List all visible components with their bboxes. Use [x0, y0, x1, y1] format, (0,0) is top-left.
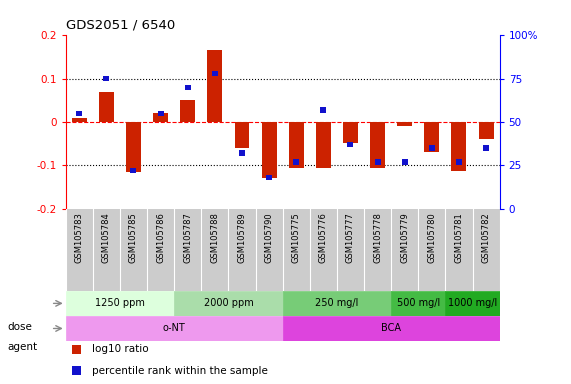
Bar: [429, 145, 435, 151]
Bar: [452, 122, 467, 170]
Bar: [212, 71, 218, 76]
Bar: [293, 159, 299, 165]
Bar: [239, 151, 245, 156]
Bar: [370, 122, 385, 167]
Text: log10 ratio: log10 ratio: [92, 344, 148, 354]
Bar: [131, 168, 136, 174]
Bar: [478, 122, 493, 139]
Bar: [316, 122, 331, 167]
Text: 250 mg/l: 250 mg/l: [315, 298, 359, 308]
Bar: [343, 122, 358, 143]
Bar: [153, 113, 168, 122]
Bar: [103, 76, 109, 81]
Bar: [375, 159, 380, 165]
Text: GSM105789: GSM105789: [238, 212, 247, 263]
Bar: [158, 111, 163, 116]
Bar: [72, 366, 81, 375]
Bar: [77, 111, 82, 116]
Text: 1250 ppm: 1250 ppm: [95, 298, 145, 308]
Text: agent: agent: [7, 342, 38, 352]
Text: dose: dose: [7, 322, 33, 332]
Text: GSM105776: GSM105776: [319, 212, 328, 263]
Bar: [445, 291, 500, 316]
Text: o-NT: o-NT: [163, 323, 186, 333]
Bar: [348, 142, 353, 147]
Text: GSM105777: GSM105777: [346, 212, 355, 263]
Bar: [320, 107, 326, 113]
Bar: [72, 345, 81, 354]
Text: GSM105787: GSM105787: [183, 212, 192, 263]
Bar: [391, 291, 445, 316]
Bar: [483, 145, 489, 151]
Text: GSM105782: GSM105782: [481, 212, 490, 263]
Bar: [126, 122, 141, 172]
Text: BCA: BCA: [381, 323, 401, 333]
Text: 500 mg/l: 500 mg/l: [397, 298, 440, 308]
Bar: [99, 92, 114, 122]
Bar: [207, 51, 222, 122]
Bar: [262, 122, 276, 178]
Text: GSM105785: GSM105785: [129, 212, 138, 263]
Text: GSM105778: GSM105778: [373, 212, 382, 263]
Text: GSM105780: GSM105780: [427, 212, 436, 263]
Text: GSM105779: GSM105779: [400, 212, 409, 263]
Bar: [180, 100, 195, 122]
Text: GSM105775: GSM105775: [292, 212, 301, 263]
Text: GSM105790: GSM105790: [264, 212, 274, 263]
Bar: [185, 84, 191, 90]
Text: GSM105784: GSM105784: [102, 212, 111, 263]
Bar: [66, 316, 283, 341]
Bar: [283, 291, 391, 316]
Text: 2000 ppm: 2000 ppm: [203, 298, 254, 308]
Bar: [402, 159, 408, 165]
Bar: [174, 291, 283, 316]
Bar: [283, 316, 500, 341]
Bar: [424, 122, 439, 152]
Bar: [456, 159, 462, 165]
Bar: [66, 291, 174, 316]
Text: percentile rank within the sample: percentile rank within the sample: [92, 366, 268, 376]
Text: GDS2051 / 6540: GDS2051 / 6540: [66, 18, 175, 31]
Bar: [235, 122, 250, 148]
Text: GSM105786: GSM105786: [156, 212, 165, 263]
Bar: [397, 122, 412, 126]
Bar: [289, 122, 304, 167]
Text: GSM105781: GSM105781: [455, 212, 464, 263]
Text: 1000 mg/l: 1000 mg/l: [448, 298, 497, 308]
Text: GSM105783: GSM105783: [75, 212, 84, 263]
Bar: [266, 175, 272, 180]
Text: GSM105788: GSM105788: [210, 212, 219, 263]
Bar: [72, 118, 87, 122]
